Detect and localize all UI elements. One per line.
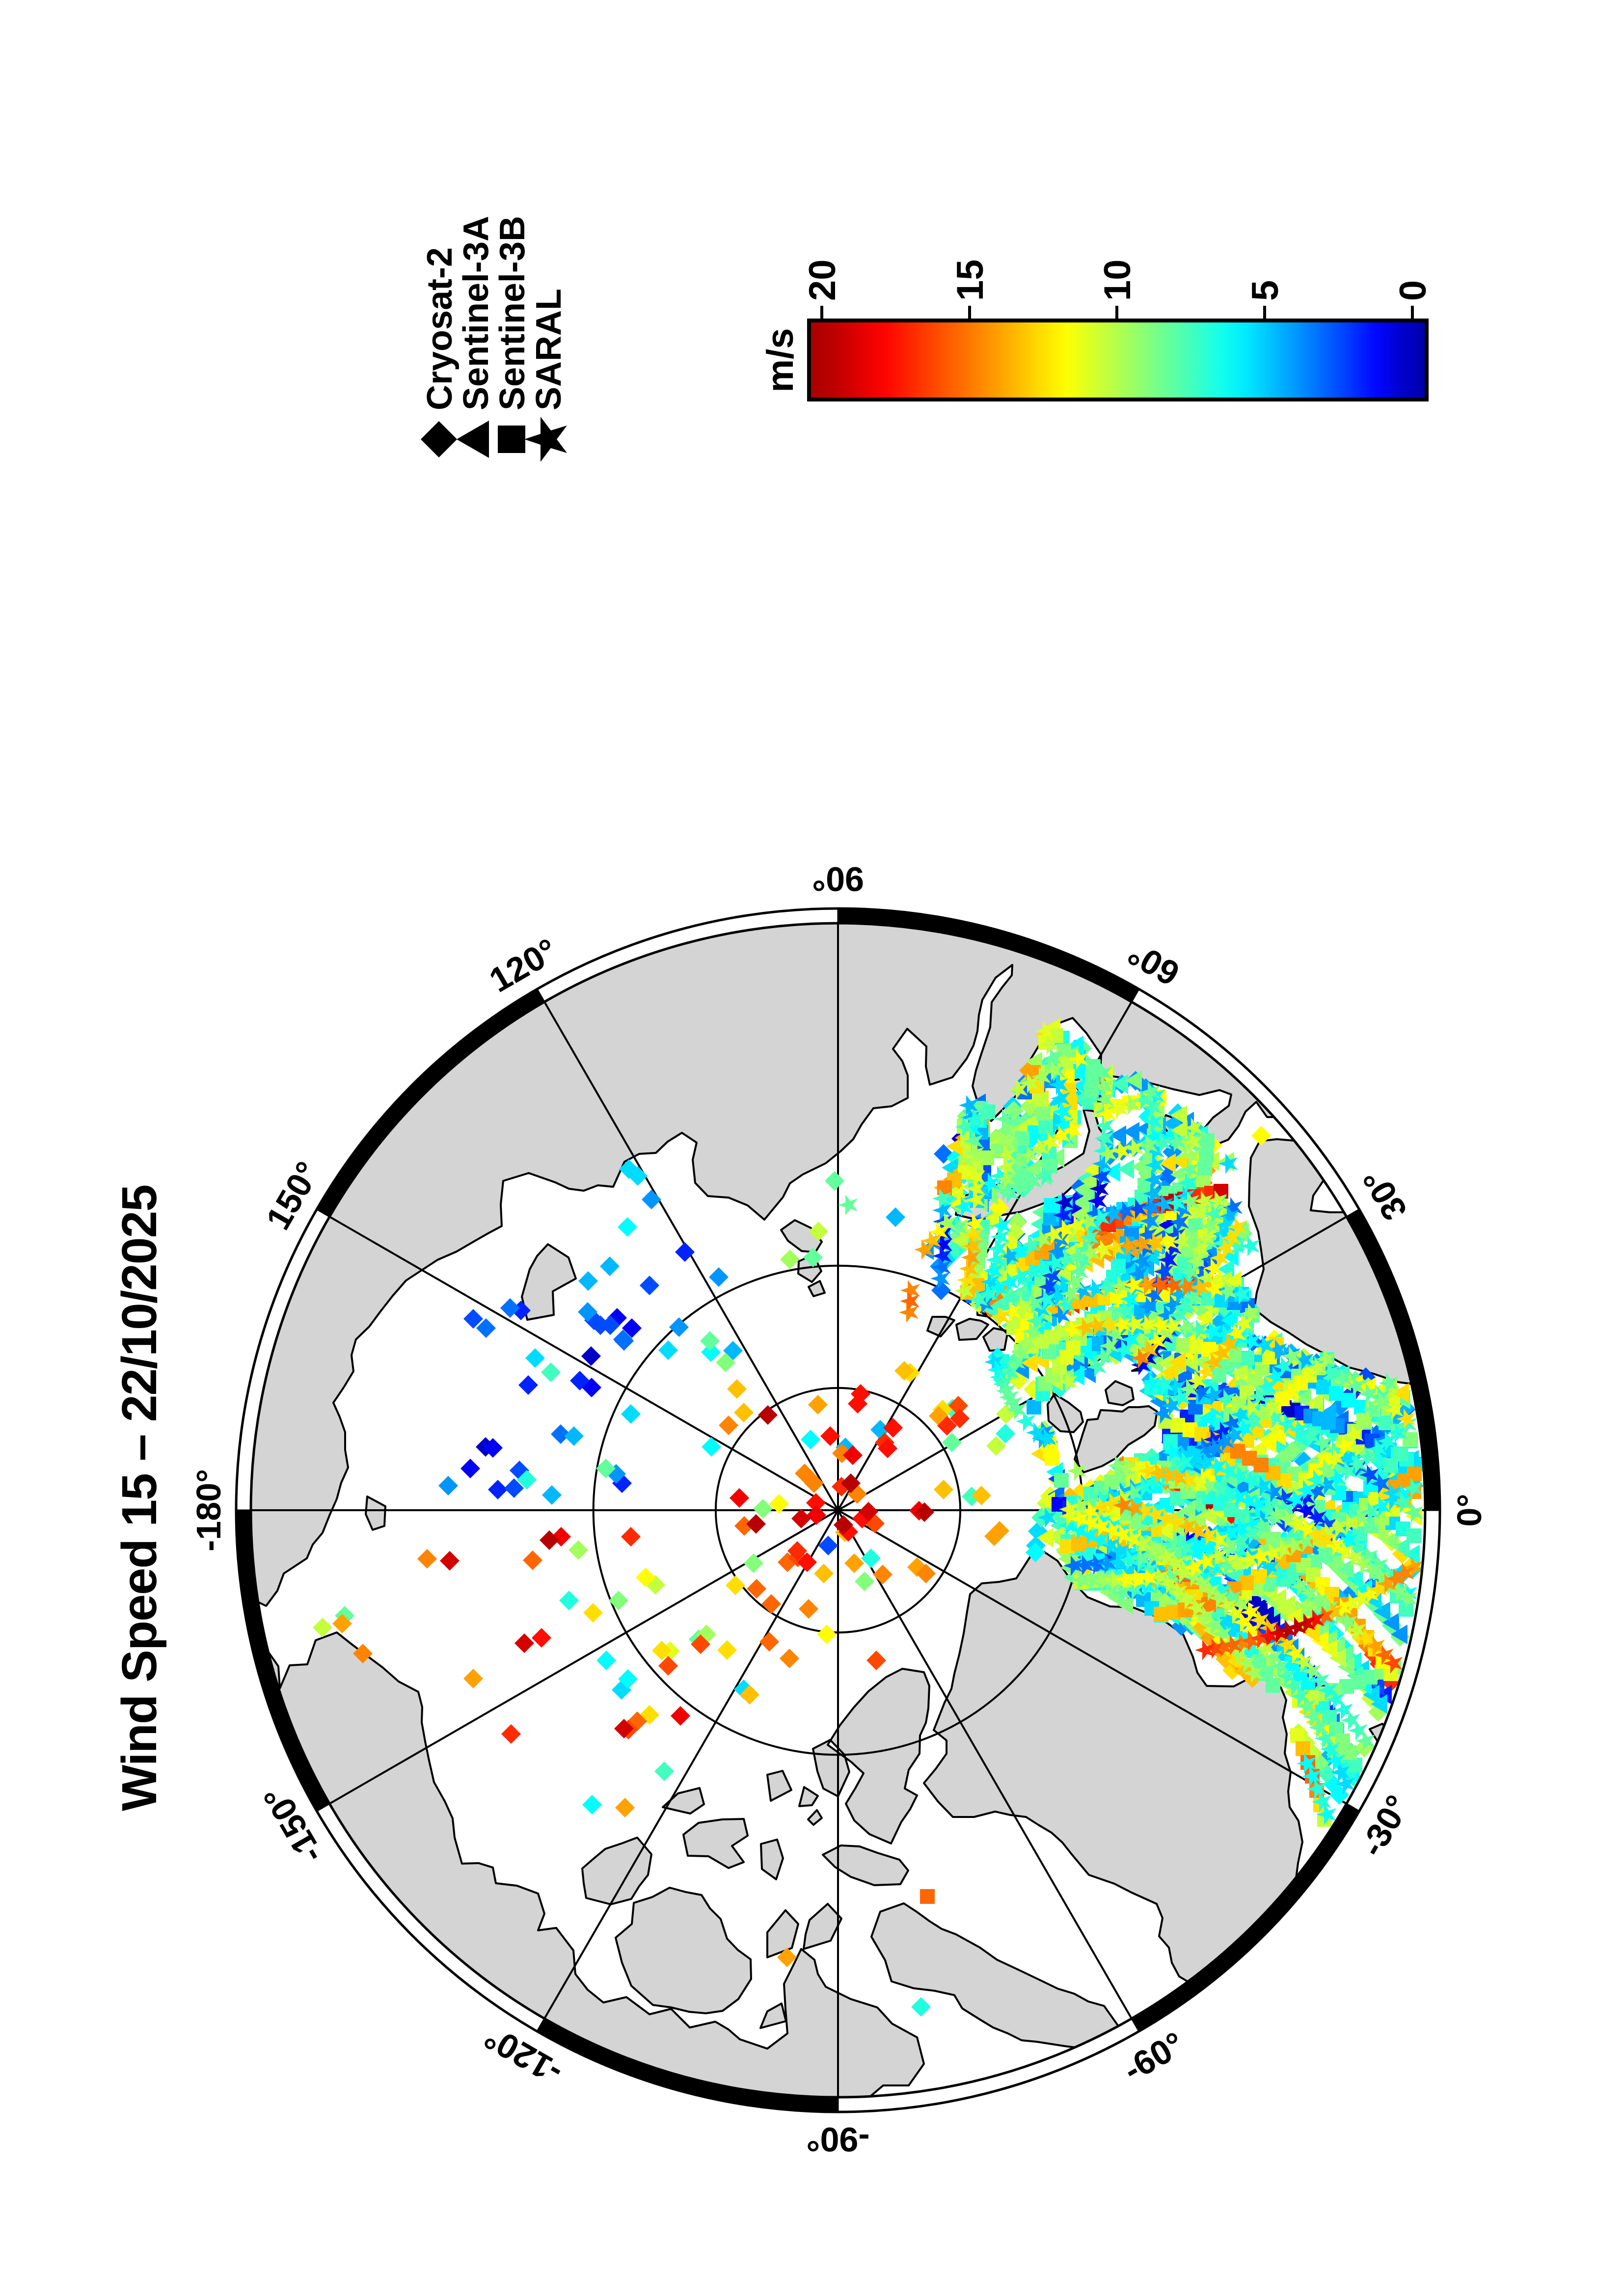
svg-text:Sentinel-3B: Sentinel-3B: [493, 216, 532, 410]
svg-text:5: 5: [1244, 280, 1286, 301]
svg-text:10: 10: [1097, 259, 1138, 301]
svg-text:15: 15: [949, 259, 991, 301]
svg-text:m/s: m/s: [759, 328, 801, 393]
svg-text:-180°: -180°: [189, 1469, 228, 1551]
svg-text:Wind Speed 15 – 22/10/2025: Wind Speed 15 – 22/10/2025: [112, 1185, 167, 1811]
svg-text:Sentinel-3A: Sentinel-3A: [457, 216, 496, 410]
svg-text:0°: 0°: [1450, 1494, 1488, 1527]
svg-text:-90°: -90°: [806, 2120, 869, 2159]
svg-text:20: 20: [802, 259, 843, 301]
svg-text:SARAL: SARAL: [529, 289, 568, 410]
svg-text:90°: 90°: [812, 860, 864, 898]
svg-text:Cryosat-2: Cryosat-2: [420, 247, 460, 410]
svg-text:0: 0: [1392, 280, 1434, 301]
